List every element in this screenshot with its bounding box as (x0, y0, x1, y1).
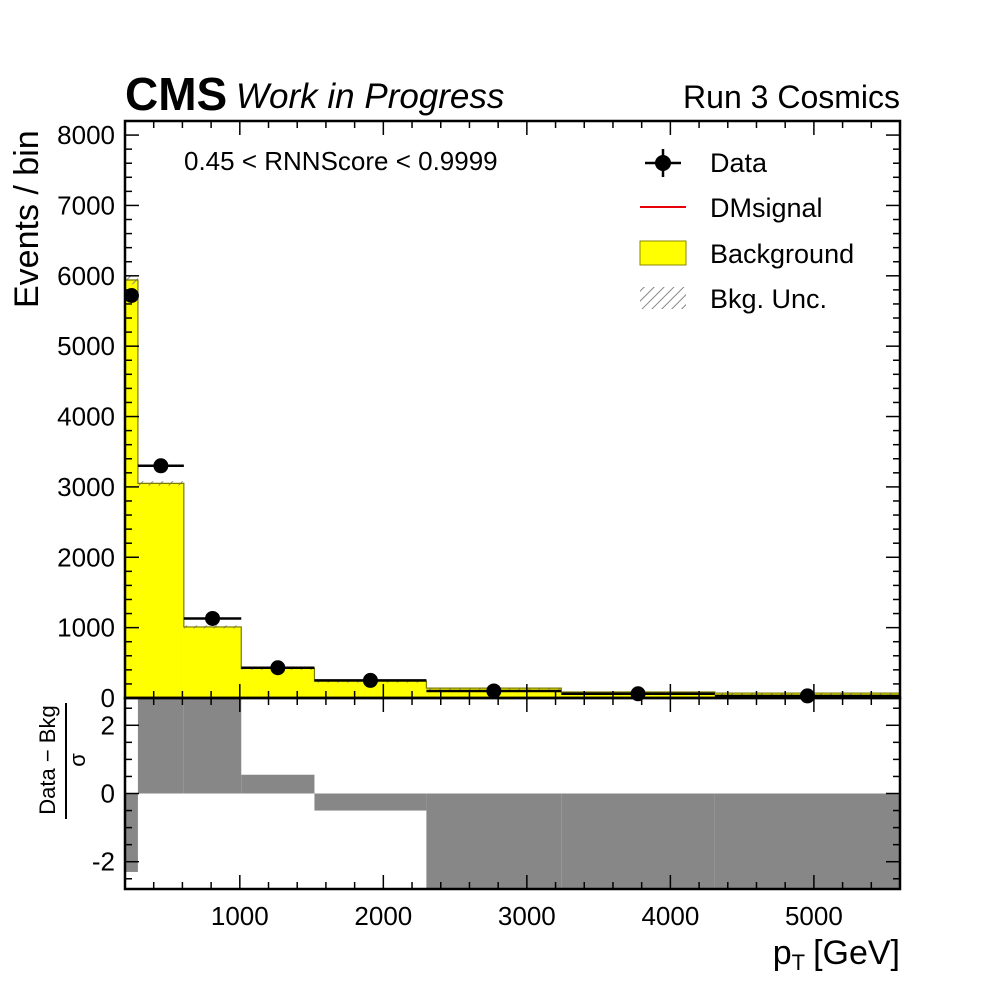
data-point (486, 683, 502, 699)
ratio-bar (137, 698, 184, 794)
ratio-y-tick-label: -2 (92, 847, 115, 877)
background-bar (125, 280, 138, 698)
x-tick-label: 3000 (498, 901, 556, 931)
legend-entry-data: Data (645, 148, 768, 178)
y-axis-label: Events / bin (8, 130, 46, 308)
ratio-plot-frame (123, 696, 902, 891)
legend: Data DMsignal Background Bkg. Unc. (639, 148, 854, 314)
background-bar (137, 483, 184, 698)
y-tick-label: 6000 (57, 261, 115, 291)
y-tick-label: 3000 (57, 472, 115, 502)
ratio-bar (183, 698, 242, 794)
ratio-histogram-area (125, 698, 900, 889)
background-bar (314, 681, 427, 698)
legend-label-background: Background (710, 239, 854, 269)
ratio-y-axis-label: Data − Bkg σ (35, 703, 90, 819)
selection-annotation: 0.45 < RNNScore < 0.9999 (184, 146, 498, 176)
y-tick-label: 8000 (57, 120, 115, 150)
ratio-bar (426, 793, 562, 889)
legend-entry-bkg-unc: Bkg. Unc. (640, 284, 827, 314)
data-points (123, 288, 900, 704)
ratio-bar (241, 774, 315, 794)
x-axis-label-subscript: T (792, 950, 805, 975)
x-tick-label: 1000 (211, 901, 269, 931)
ratio-bar (125, 793, 138, 872)
work-in-progress-label: Work in Progress (236, 77, 504, 116)
legend-entry-background: Background (639, 239, 854, 269)
x-tick-label: 4000 (641, 901, 699, 931)
legend-data-marker (655, 155, 671, 171)
x-axis-label-symbol: p (773, 934, 792, 972)
legend-hatch-swatch (640, 287, 686, 309)
data-point (362, 672, 378, 688)
data-point (205, 610, 221, 626)
x-axis-label-unit: [GeV] (813, 934, 900, 972)
main-histogram-area (125, 275, 900, 698)
ratio-y-tick-label: 2 (101, 710, 115, 740)
y-tick-label: 5000 (57, 331, 115, 361)
x-axis-label: pT [GeV] (773, 934, 900, 975)
x-tick-label: 5000 (785, 901, 843, 931)
ratio-y-label-numerator: Data − Bkg (35, 705, 60, 814)
run-label: Run 3 Cosmics (683, 79, 900, 115)
ratio-y-label-denominator: σ (65, 753, 90, 767)
cms-label: CMS (125, 68, 227, 120)
legend-label-dmsignal: DMsignal (710, 193, 823, 223)
legend-label-data: Data (710, 148, 768, 178)
y-tick-label: 2000 (57, 542, 115, 572)
y-tick-label: 1000 (57, 613, 115, 643)
legend-background-swatch (639, 240, 687, 266)
y-tick-label: 7000 (57, 190, 115, 220)
y-tick-label: 0 (101, 683, 115, 713)
legend-label-bkg-unc: Bkg. Unc. (710, 284, 827, 314)
data-point (799, 688, 815, 704)
background-bar (183, 626, 242, 698)
ratio-y-tick-label: 0 (101, 779, 115, 809)
data-point (153, 458, 169, 474)
data-point (270, 660, 286, 676)
ratio-bar (314, 793, 427, 811)
axis-tick-labels: 1000 2000 3000 4000 5000 0 1000 2000 3000 4000 500… (57, 120, 843, 931)
legend-entry-dmsignal: DMsignal (640, 193, 823, 223)
y-tick-label: 4000 (57, 402, 115, 432)
ratio-bar (561, 793, 715, 889)
data-point (123, 288, 139, 304)
x-tick-label: 2000 (354, 901, 412, 931)
ratio-bar (714, 793, 900, 889)
background-outline (125, 279, 900, 698)
